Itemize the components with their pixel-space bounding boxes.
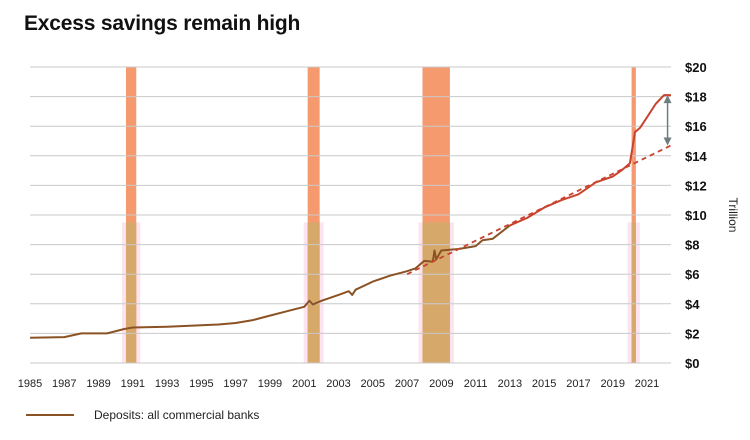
x-tick-label-9: 2003 bbox=[326, 378, 350, 390]
series-line-0 bbox=[29, 224, 511, 339]
x-tick-label-18: 2021 bbox=[635, 378, 659, 390]
y-axis-ticks: $0 $2 $4 $6 $8 $10 $12 $14 $16 $18 $20 bbox=[685, 60, 707, 371]
x-tick-label-14: 2013 bbox=[498, 378, 522, 390]
y-tick-label-5: $10 bbox=[685, 208, 707, 223]
x-tick-label-11: 2007 bbox=[395, 378, 419, 390]
y-tick-label-1: $2 bbox=[685, 326, 699, 341]
recession-bands bbox=[121, 67, 640, 363]
gap-arrow-head-bottom bbox=[663, 137, 672, 146]
x-tick-label-12: 2009 bbox=[429, 378, 453, 390]
legend-swatch bbox=[26, 414, 74, 416]
x-tick-label-3: 1991 bbox=[121, 378, 145, 390]
legend-label: Deposits: all commercial banks bbox=[94, 408, 260, 422]
series-line-2 bbox=[406, 144, 672, 276]
x-tick-label-1: 1987 bbox=[52, 378, 76, 390]
x-tick-label-2: 1989 bbox=[86, 378, 110, 390]
y-tick-label-10: $20 bbox=[685, 60, 707, 75]
recession-band-lower-1 bbox=[307, 222, 320, 363]
y-tick-label-4: $8 bbox=[685, 238, 699, 253]
recession-band-lower-2 bbox=[422, 222, 450, 363]
recession-band-lower-0 bbox=[125, 222, 137, 363]
x-axis-ticks: 1985 1987 1989 1991 1993 1995 1997 1999 2001 2003… bbox=[18, 378, 659, 390]
series-line-1 bbox=[509, 94, 671, 227]
legend: Deposits: all commercial banks bbox=[26, 408, 259, 422]
x-tick-label-5: 1995 bbox=[189, 378, 213, 390]
gridlines bbox=[30, 66, 671, 364]
y-tick-label-3: $6 bbox=[685, 267, 699, 282]
x-tick-label-16: 2017 bbox=[566, 378, 590, 390]
y-tick-label-0: $0 bbox=[685, 356, 699, 371]
y-tick-label-8: $16 bbox=[685, 119, 707, 134]
x-tick-label-0: 1985 bbox=[18, 378, 42, 390]
x-tick-label-13: 2011 bbox=[464, 378, 488, 390]
x-tick-label-4: 1993 bbox=[155, 378, 179, 390]
y-tick-label-2: $4 bbox=[685, 297, 700, 312]
y-axis-label: Trillion bbox=[726, 198, 740, 233]
gap-arrow bbox=[663, 95, 672, 146]
recession-band-lower-3 bbox=[631, 222, 636, 363]
x-tick-label-15: 2015 bbox=[532, 378, 556, 390]
x-tick-label-6: 1997 bbox=[223, 378, 247, 390]
y-tick-label-6: $12 bbox=[685, 178, 707, 193]
y-tick-label-9: $18 bbox=[685, 90, 707, 105]
x-tick-label-7: 1999 bbox=[258, 378, 282, 390]
x-tick-label-10: 2005 bbox=[361, 378, 385, 390]
gap-arrow-head-top bbox=[663, 95, 672, 104]
x-tick-label-8: 2001 bbox=[292, 378, 316, 390]
series-lines bbox=[29, 94, 672, 339]
chart-title: Excess savings remain high bbox=[24, 12, 301, 35]
x-tick-label-17: 2019 bbox=[600, 378, 624, 390]
y-tick-label-7: $14 bbox=[685, 149, 707, 164]
